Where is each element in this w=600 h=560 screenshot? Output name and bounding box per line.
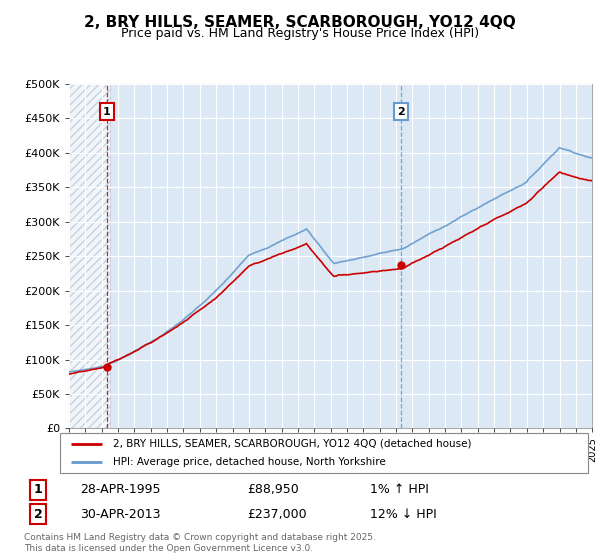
Text: Price paid vs. HM Land Registry's House Price Index (HPI): Price paid vs. HM Land Registry's House … [121,27,479,40]
FancyBboxPatch shape [60,433,588,473]
Text: 1: 1 [103,106,111,116]
Text: 1: 1 [34,483,43,496]
Text: 2, BRY HILLS, SEAMER, SCARBOROUGH, YO12 4QQ: 2, BRY HILLS, SEAMER, SCARBOROUGH, YO12 … [84,15,516,30]
Text: 12% ↓ HPI: 12% ↓ HPI [370,508,437,521]
Text: 1% ↑ HPI: 1% ↑ HPI [370,483,429,496]
Text: 28-APR-1995: 28-APR-1995 [80,483,160,496]
Text: £88,950: £88,950 [247,483,299,496]
Text: 2: 2 [398,106,405,116]
Text: £237,000: £237,000 [247,508,307,521]
Text: 2, BRY HILLS, SEAMER, SCARBOROUGH, YO12 4QQ (detached house): 2, BRY HILLS, SEAMER, SCARBOROUGH, YO12 … [113,439,472,449]
Text: HPI: Average price, detached house, North Yorkshire: HPI: Average price, detached house, Nort… [113,458,386,467]
Text: 2: 2 [34,508,43,521]
Text: 30-APR-2013: 30-APR-2013 [80,508,160,521]
Text: Contains HM Land Registry data © Crown copyright and database right 2025.
This d: Contains HM Land Registry data © Crown c… [24,533,376,553]
